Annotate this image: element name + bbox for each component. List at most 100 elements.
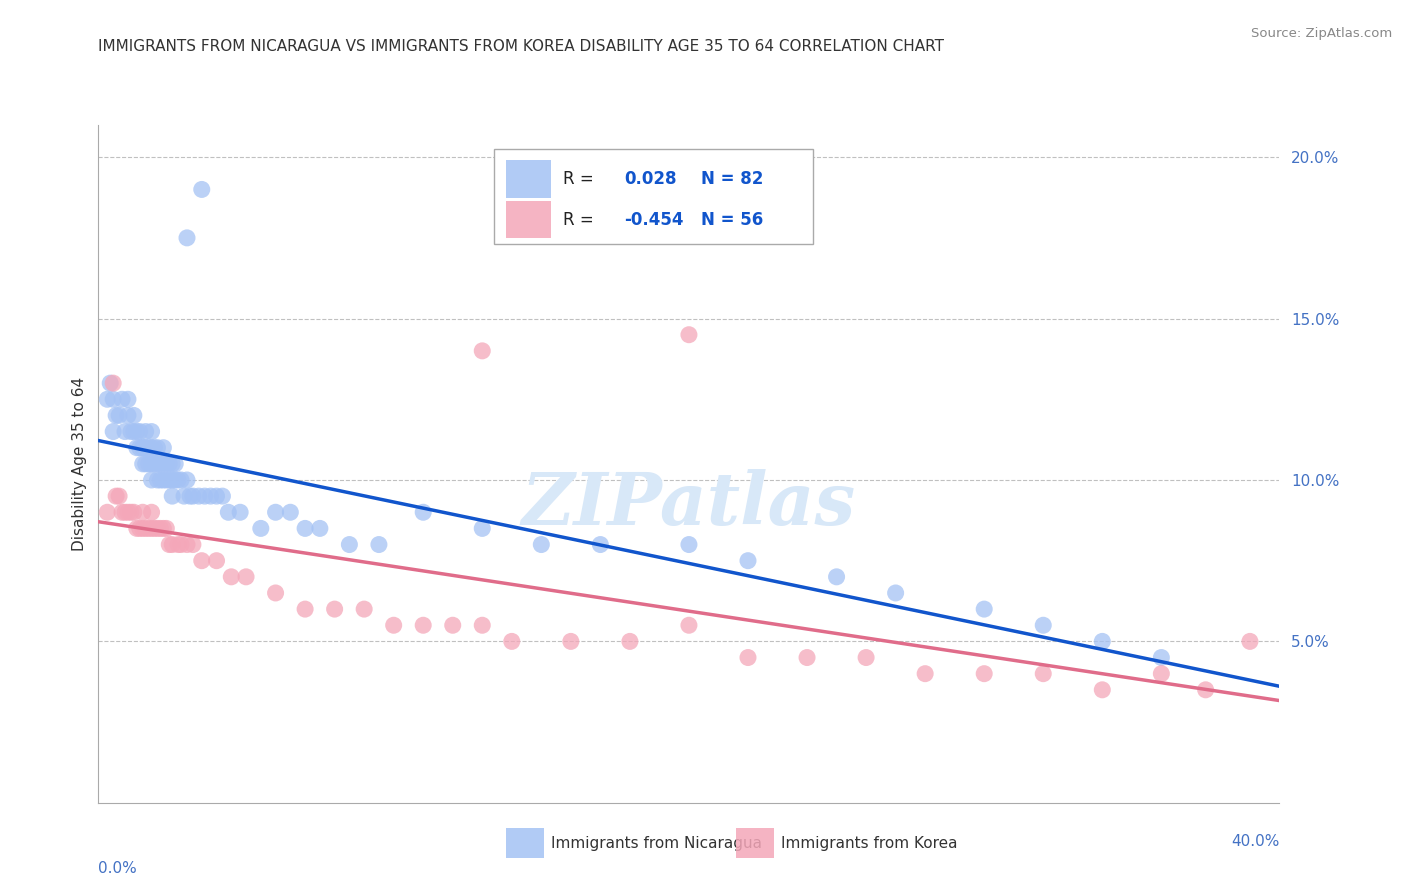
Point xyxy=(128,521,150,535)
Point xyxy=(155,457,177,471)
Point xyxy=(143,457,166,471)
Point xyxy=(264,505,287,519)
Point xyxy=(149,521,172,535)
Point xyxy=(382,618,405,632)
Point xyxy=(122,409,145,423)
Point xyxy=(162,489,183,503)
Point xyxy=(235,570,257,584)
Point xyxy=(132,505,155,519)
Point xyxy=(1032,666,1054,681)
Point xyxy=(152,521,174,535)
Point xyxy=(157,473,180,487)
Point xyxy=(1091,634,1114,648)
Point xyxy=(737,554,759,568)
Point xyxy=(191,182,214,196)
Text: 0.0%: 0.0% xyxy=(98,861,138,876)
Text: 0.028: 0.028 xyxy=(624,170,676,188)
Point xyxy=(368,537,391,551)
Point xyxy=(737,650,759,665)
Point xyxy=(155,521,177,535)
FancyBboxPatch shape xyxy=(506,202,551,238)
Y-axis label: Disability Age 35 to 64: Disability Age 35 to 64 xyxy=(72,376,87,551)
Point xyxy=(309,521,332,535)
Point xyxy=(96,392,118,407)
Text: 40.0%: 40.0% xyxy=(1232,834,1279,849)
Text: IMMIGRANTS FROM NICARAGUA VS IMMIGRANTS FROM KOREA DISABILITY AGE 35 TO 64 CORRE: IMMIGRANTS FROM NICARAGUA VS IMMIGRANTS … xyxy=(98,38,945,54)
Point xyxy=(103,425,125,439)
Point xyxy=(117,505,139,519)
Point xyxy=(194,489,217,503)
Point xyxy=(138,457,160,471)
Point xyxy=(278,505,302,519)
Point xyxy=(973,666,995,681)
Point xyxy=(141,457,163,471)
Point xyxy=(205,489,228,503)
Point xyxy=(132,441,155,455)
Point xyxy=(111,392,134,407)
Point xyxy=(176,231,198,245)
Point xyxy=(135,441,157,455)
Point xyxy=(914,666,936,681)
Point xyxy=(176,537,198,551)
Point xyxy=(114,505,136,519)
Point xyxy=(170,537,193,551)
Point xyxy=(501,634,523,648)
Point xyxy=(229,505,252,519)
Point xyxy=(200,489,222,503)
Point xyxy=(138,521,160,535)
Text: ZIPatlas: ZIPatlas xyxy=(522,469,856,540)
Point xyxy=(111,505,134,519)
Text: R =: R = xyxy=(562,170,599,188)
Point xyxy=(114,425,136,439)
Point xyxy=(1195,682,1218,697)
Point xyxy=(103,376,125,391)
Point xyxy=(441,618,464,632)
Point xyxy=(120,425,142,439)
Point xyxy=(135,521,157,535)
Point xyxy=(1091,682,1114,697)
Point xyxy=(167,473,190,487)
Point xyxy=(217,505,239,519)
Point xyxy=(105,489,128,503)
Point xyxy=(323,602,346,616)
Point xyxy=(339,537,360,551)
Point xyxy=(560,634,582,648)
Point xyxy=(125,441,148,455)
Point xyxy=(219,570,242,584)
Point xyxy=(1032,618,1054,632)
FancyBboxPatch shape xyxy=(737,828,773,858)
Point xyxy=(135,457,157,471)
Point xyxy=(146,441,169,455)
Point xyxy=(152,441,174,455)
FancyBboxPatch shape xyxy=(506,161,551,198)
Point xyxy=(122,505,145,519)
Point xyxy=(181,537,204,551)
Point xyxy=(146,521,169,535)
Point xyxy=(149,457,172,471)
Point xyxy=(96,505,118,519)
Point xyxy=(471,343,494,358)
Point xyxy=(143,441,166,455)
Point xyxy=(103,392,125,407)
Text: N = 56: N = 56 xyxy=(700,211,763,228)
Point xyxy=(162,457,183,471)
Point xyxy=(165,457,187,471)
Point xyxy=(98,376,121,391)
Point xyxy=(122,425,145,439)
Text: N = 82: N = 82 xyxy=(700,170,763,188)
Point xyxy=(884,586,907,600)
Point xyxy=(294,602,316,616)
Point xyxy=(157,537,180,551)
Point xyxy=(141,441,163,455)
Point xyxy=(250,521,273,535)
Point xyxy=(132,521,155,535)
Point xyxy=(471,521,494,535)
Point xyxy=(825,570,848,584)
Point xyxy=(128,441,150,455)
Point xyxy=(108,489,131,503)
FancyBboxPatch shape xyxy=(506,828,544,858)
Point xyxy=(162,537,183,551)
Point xyxy=(141,473,163,487)
Point xyxy=(117,409,139,423)
Text: -0.454: -0.454 xyxy=(624,211,683,228)
